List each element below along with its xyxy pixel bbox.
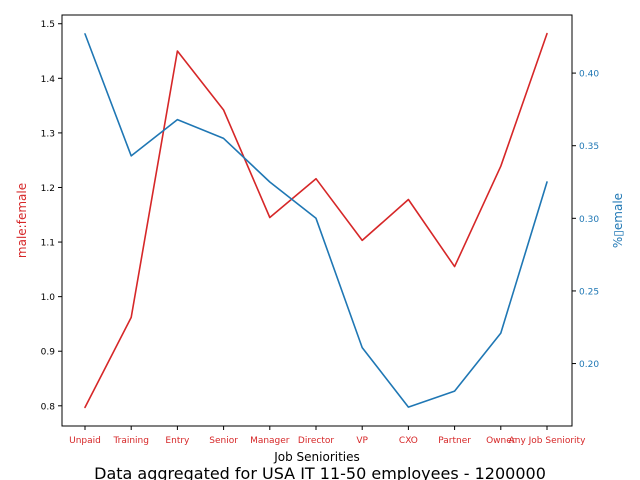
right-tick-label: 0.40 [579, 70, 599, 80]
series-line-male-female-ratio [84, 32, 548, 409]
x-tick-label: CXO [399, 436, 418, 446]
left-tick-label: 1.4 [41, 75, 56, 85]
x-tick-label: Unpaid [69, 436, 101, 446]
x-tick-label: Senior [209, 436, 238, 446]
x-tick-label: Entry [165, 436, 190, 446]
right-tick-label: 0.25 [579, 287, 599, 297]
series-layer [84, 32, 548, 409]
plot-frame [61, 14, 573, 427]
left-tick-label: 1.2 [41, 184, 55, 194]
right-axis-label: %▯emale [611, 193, 625, 248]
x-axis-label: Job Seniorities [273, 450, 360, 464]
x-tick-label: Manager [250, 436, 290, 446]
right-tick-label: 0.20 [579, 360, 599, 370]
left-tick-label: 1.5 [41, 20, 55, 30]
x-axis: Unpaid Training Entry Senior Manager Director… [69, 426, 586, 446]
x-tick-label: Training [112, 436, 149, 446]
left-tick-label: 1.0 [41, 293, 56, 303]
left-tick-label: 0.8 [41, 402, 56, 412]
x-tick-label: Director [298, 436, 334, 446]
left-tick-label: 1.1 [41, 239, 55, 249]
right-y-axis: 0.20 0.25 0.30 0.35 0.40 [572, 70, 599, 370]
right-tick-label: 0.35 [579, 142, 599, 152]
left-y-axis: 0.8 0.9 1.0 1.1 1.2 1.3 1.4 1.5 [41, 20, 62, 412]
chart-title: Data aggregated for USA IT 11-50 employe… [94, 464, 546, 480]
left-axis-label: male:female [15, 183, 29, 258]
left-tick-label: 1.3 [41, 129, 55, 139]
right-tick-label: 0.30 [579, 215, 599, 225]
x-tick-label: Owner [486, 436, 516, 446]
x-tick-label: Partner [438, 436, 471, 446]
left-tick-label: 0.9 [41, 348, 56, 358]
series-line-pct-female [84, 33, 548, 408]
x-tick-label: VP [356, 436, 368, 446]
x-tick-label: Any Job Seniority [509, 436, 586, 446]
